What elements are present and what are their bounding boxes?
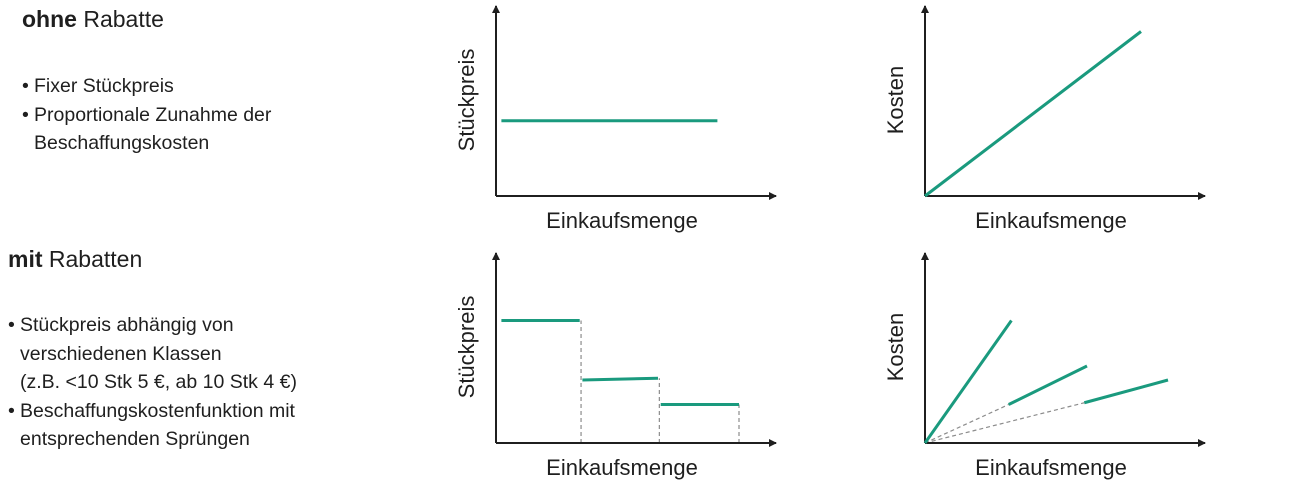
series-segment xyxy=(582,376,659,382)
bullet-item: Beschaffungskostenfunktion mit entsprech… xyxy=(8,397,297,454)
x-axis-label: Einkaufsmenge xyxy=(546,455,698,480)
bullet-list: Fixer Stückpreis Proportionale Zunahme d… xyxy=(22,72,271,158)
bullet-line: entsprechenden Sprüngen xyxy=(20,428,250,450)
series-segment xyxy=(924,30,1142,198)
bullet-line: Fixer Stückpreis xyxy=(34,75,174,97)
heading-rest: Rabatte xyxy=(76,6,164,32)
section-mit-rabatten: mit Rabatten Stückpreis abhängig von ver… xyxy=(8,245,297,454)
bullet-line: verschiedenen Klassen xyxy=(20,342,222,365)
section-heading: mit Rabatten xyxy=(8,245,297,273)
bullet-line: Beschaffungskosten xyxy=(34,132,210,154)
bullet-list: Stückpreis abhängig von verschiedenen Kl… xyxy=(8,311,297,454)
bullet-line: Stückpreis abhängig von xyxy=(20,314,234,336)
dashed-guide-line xyxy=(924,403,1009,444)
heading-rest: Rabatten xyxy=(42,246,143,272)
dashed-guide-line xyxy=(924,402,1085,444)
section-heading: ohne Rabatte xyxy=(22,5,271,33)
series-segment xyxy=(1083,378,1169,405)
heading-bold: ohne xyxy=(22,6,77,32)
x-axis-label: Einkaufsmenge xyxy=(975,208,1127,233)
bullet-item: Stückpreis abhängig von verschiedenen Kl… xyxy=(8,311,297,397)
x-axis-label: Einkaufsmenge xyxy=(975,455,1127,480)
series-segment xyxy=(1008,364,1088,406)
series-segment xyxy=(923,319,1013,444)
bullet-line: Beschaffungskostenfunktion mit xyxy=(20,399,295,422)
bullet-item: Proportionale Zunahme der Beschaffungsko… xyxy=(22,101,271,158)
y-axis-label: Stückpreis xyxy=(454,296,479,399)
heading-bold: mit xyxy=(8,246,43,272)
bullet-line: Proportionale Zunahme der xyxy=(34,103,272,126)
x-axis-label: Einkaufsmenge xyxy=(546,208,698,233)
y-axis-label: Kosten xyxy=(883,313,908,382)
y-axis-label: Kosten xyxy=(883,66,908,135)
section-ohne-rabatte: ohne Rabatte Fixer Stückpreis Proportion… xyxy=(22,5,271,158)
bullet-item: Fixer Stückpreis xyxy=(22,72,271,101)
y-axis-label: Stückpreis xyxy=(454,49,479,152)
bullet-line: (z.B. <10 Stk 5 €, ab 10 Stk 4 €) xyxy=(20,371,297,393)
